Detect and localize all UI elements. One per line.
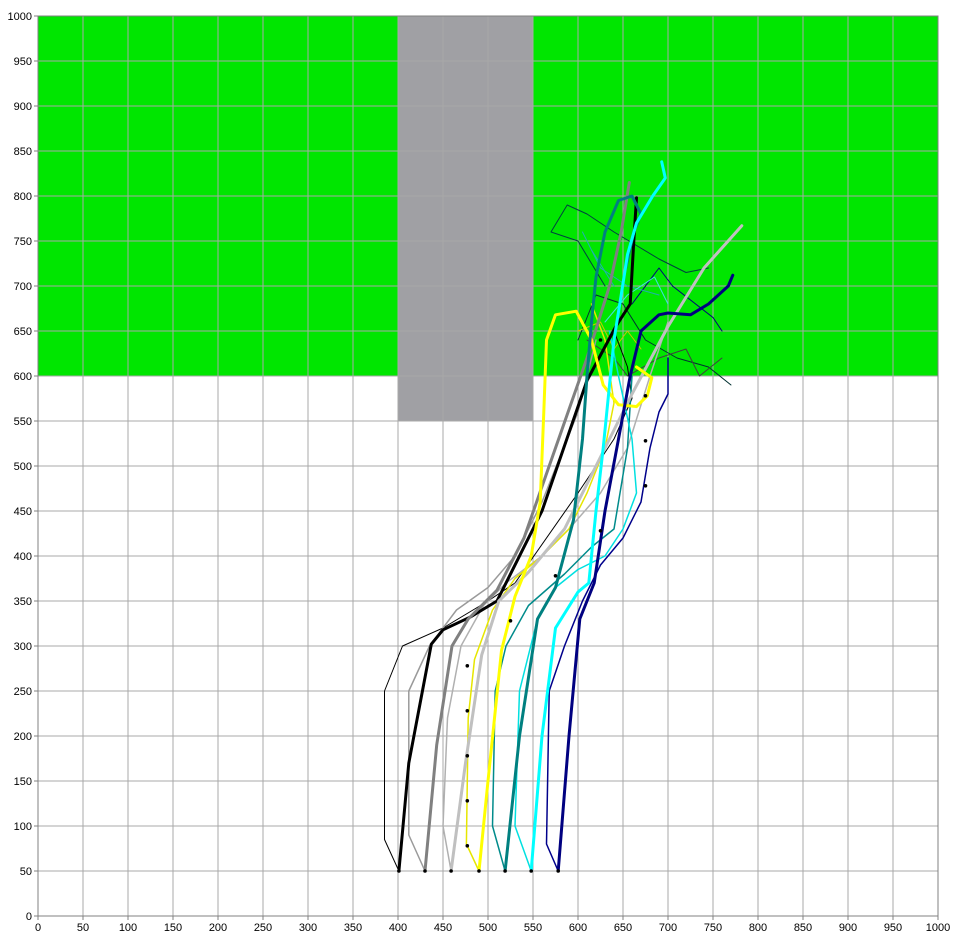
y-tick-label: 350 [14, 596, 32, 608]
marker-point-17 [643, 394, 648, 398]
x-tick-label: 450 [434, 922, 452, 934]
x-tick-label: 400 [389, 922, 407, 934]
x-tick-label: 950 [884, 922, 902, 934]
x-tick-label: 200 [209, 922, 227, 934]
marker-point-2 [449, 869, 453, 873]
y-tick-label: 100 [14, 821, 32, 833]
y-tick-label: 150 [14, 776, 32, 788]
marker-point-9 [465, 754, 470, 758]
y-tick-label: 600 [14, 371, 32, 383]
x-tick-label: 800 [749, 922, 767, 934]
y-tick-label: 950 [14, 56, 32, 68]
x-tick-label: 0 [35, 922, 41, 934]
x-tick-label: 250 [254, 922, 272, 934]
y-tick-label: 1000 [8, 11, 32, 23]
region-1 [398, 16, 533, 421]
marker-point-14 [598, 529, 603, 533]
branch-line-6 [586, 339, 723, 377]
y-tick-label: 400 [14, 551, 32, 563]
series-line-9 [491, 375, 633, 872]
y-tick-label: 550 [14, 416, 32, 428]
x-tick-label: 300 [299, 922, 317, 934]
x-tick-label: 650 [614, 922, 632, 934]
y-tick-label: 900 [14, 101, 32, 113]
marker-point-6 [556, 869, 560, 873]
y-tick-label: 250 [14, 686, 32, 698]
branch-line-0 [550, 204, 709, 287]
branches-layer [550, 204, 732, 386]
markers-layer [397, 338, 648, 873]
series-line-0 [397, 196, 638, 873]
marker-point-4 [503, 869, 507, 873]
series-line-10 [529, 160, 667, 873]
marker-point-15 [643, 484, 648, 488]
x-tick-label: 50 [77, 922, 89, 934]
marker-point-5 [529, 869, 533, 873]
marker-point-12 [508, 619, 513, 623]
branch-line-1 [577, 294, 732, 386]
series-line-12 [556, 273, 735, 873]
x-tick-label: 1000 [926, 922, 950, 934]
marker-point-13 [553, 574, 558, 578]
x-tick-label: 900 [839, 922, 857, 934]
series-layer [384, 160, 744, 873]
series-line-13 [545, 357, 669, 872]
marker-point-7 [465, 844, 470, 848]
series-line-8 [503, 194, 643, 873]
marker-point-16 [643, 439, 648, 443]
y-tick-label: 700 [14, 281, 32, 293]
y-tick-label: 200 [14, 731, 32, 743]
series-line-2 [423, 181, 631, 873]
x-tick-label: 700 [659, 922, 677, 934]
axes-layer: 0 50 100 150 200 250 300 350 400 450 500 550 600 650 7… [8, 11, 951, 934]
y-tick-label: 0 [26, 911, 32, 923]
series-line-6 [477, 309, 654, 873]
marker-point-8 [465, 799, 470, 803]
y-tick-label: 300 [14, 641, 32, 653]
y-tick-label: 800 [14, 191, 32, 203]
x-tick-label: 550 [524, 922, 542, 934]
marker-point-11 [465, 664, 470, 668]
y-tick-label: 650 [14, 326, 32, 338]
branch-line-3 [582, 231, 660, 296]
series-line-4 [449, 224, 744, 873]
x-tick-label: 350 [344, 922, 362, 934]
x-tick-label: 600 [569, 922, 587, 934]
x-tick-label: 100 [119, 922, 137, 934]
marker-point-10 [465, 709, 470, 713]
x-tick-label: 500 [479, 922, 497, 934]
marker-point-18 [598, 338, 603, 342]
branch-line-4 [604, 276, 669, 323]
y-tick-label: 500 [14, 461, 32, 473]
y-tick-label: 850 [14, 146, 32, 158]
y-tick-label: 450 [14, 506, 32, 518]
x-tick-label: 750 [704, 922, 722, 934]
x-tick-label: 150 [164, 922, 182, 934]
marker-point-3 [477, 869, 481, 873]
marker-point-0 [397, 869, 401, 873]
y-tick-label: 50 [20, 866, 32, 878]
y-tick-label: 750 [14, 236, 32, 248]
x-tick-label: 850 [794, 922, 812, 934]
marker-point-1 [423, 869, 427, 873]
